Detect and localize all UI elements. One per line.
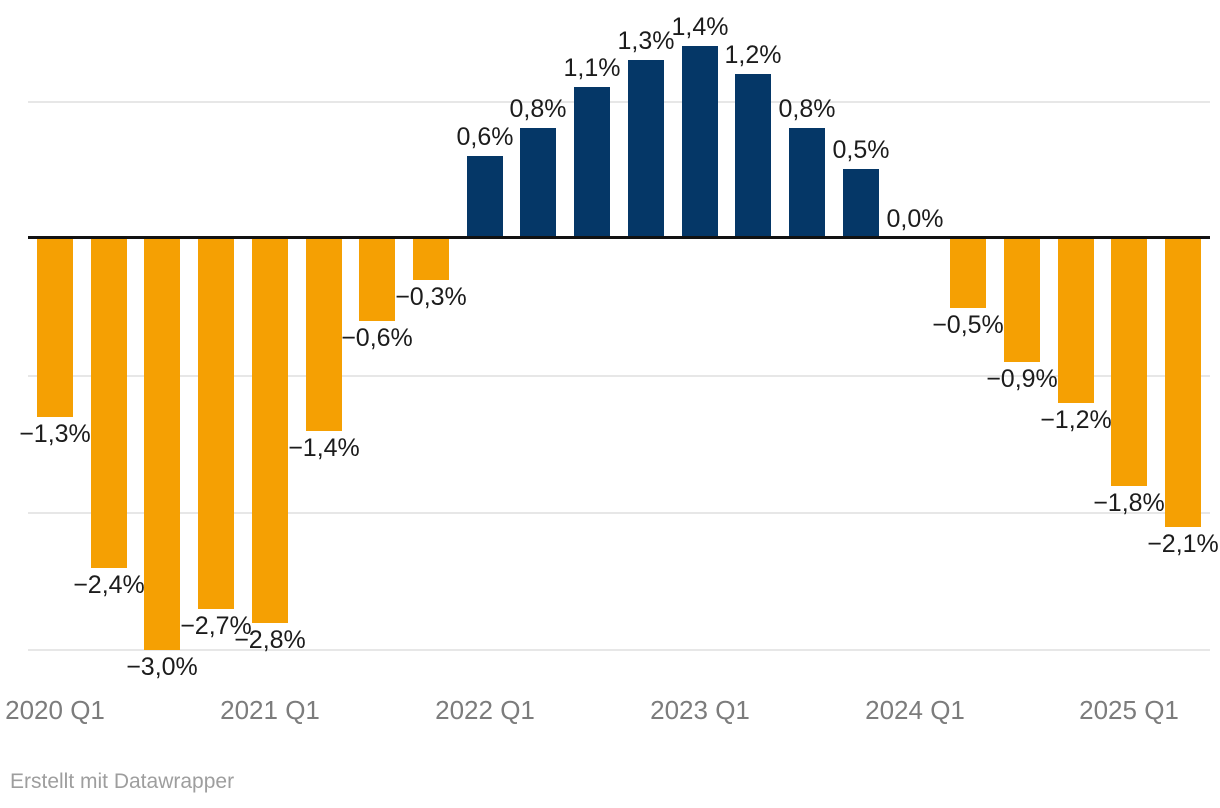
bar-2025-q1 <box>1111 239 1147 486</box>
bar-2020-q1 <box>37 239 73 417</box>
x-tick-2023-q1: 2023 Q1 <box>650 695 750 725</box>
value-label-2021-q1: −2,8% <box>234 626 306 654</box>
value-label-2023-q1: 1,4% <box>671 13 729 41</box>
bar-2022-q3 <box>574 87 610 238</box>
bar-2021-q1 <box>252 239 288 623</box>
x-tick-2022-q1: 2022 Q1 <box>435 695 535 725</box>
datawrapper-credit-link[interactable]: Erstellt mit Datawrapper <box>10 770 235 793</box>
gridline--2-percent <box>28 512 1210 514</box>
value-label-2022-q2: 0,8% <box>509 95 567 123</box>
value-label-2022-q1: 0,6% <box>456 123 514 151</box>
bar-2020-q4 <box>198 239 234 609</box>
value-label-2022-q4: 1,3% <box>617 27 675 55</box>
value-label-2021-q3: −0,6% <box>341 324 413 352</box>
bar-2022-q4 <box>628 60 664 238</box>
value-label-2024-q1: 0,0% <box>886 205 944 233</box>
bar-2020-q2 <box>91 239 127 568</box>
value-label-2021-q2: −1,4% <box>288 434 360 462</box>
x-tick-2020-q1: 2020 Q1 <box>5 695 105 725</box>
bar-2021-q3 <box>359 239 395 321</box>
value-label-2021-q4: −0,3% <box>395 283 467 311</box>
bar-2024-q3 <box>1004 239 1040 362</box>
bar-2024-q2 <box>950 239 986 308</box>
gridline--3-percent <box>28 649 1210 651</box>
bar-2022-q2 <box>520 128 556 238</box>
x-tick-2024-q1: 2024 Q1 <box>865 695 965 725</box>
value-label-2025-q1: −1,8% <box>1093 489 1165 517</box>
bar-2021-q4 <box>413 239 449 280</box>
value-label-2024-q2: −0,5% <box>932 311 1004 339</box>
value-label-2020-q2: −2,4% <box>73 571 145 599</box>
gridline-1-percent <box>28 101 1210 103</box>
value-label-2025-q2: −2,1% <box>1147 530 1219 558</box>
value-label-2020-q1: −1,3% <box>19 420 91 448</box>
bar-2025-q2 <box>1165 239 1201 527</box>
bar-2021-q2 <box>306 239 342 431</box>
x-tick-2021-q1: 2021 Q1 <box>220 695 320 725</box>
value-label-2020-q3: −3,0% <box>126 653 198 681</box>
value-label-2022-q3: 1,1% <box>563 54 621 82</box>
x-tick-2025-q1: 2025 Q1 <box>1079 695 1179 725</box>
bar-2023-q3 <box>789 128 825 238</box>
value-label-2024-q4: −1,2% <box>1040 406 1112 434</box>
value-label-2024-q3: −0,9% <box>986 365 1058 393</box>
bar-2024-q4 <box>1058 239 1094 403</box>
bar-2023-q2 <box>735 74 771 238</box>
bar-2023-q1 <box>682 46 718 238</box>
gridline--1-percent <box>28 375 1210 377</box>
value-label-2023-q4: 0,5% <box>832 136 890 164</box>
value-label-2023-q3: 0,8% <box>778 95 836 123</box>
bar-2020-q3 <box>144 239 180 650</box>
bar-2023-q4 <box>843 169 879 238</box>
plot-area: −1,3% −2,4% −3,0% −2,7% −2,8% −1,4% −0,6% −0,3%… <box>5 13 1219 725</box>
value-label-2020-q4: −2,7% <box>180 612 252 640</box>
value-label-2023-q2: 1,2% <box>724 41 782 69</box>
bar-2022-q1 <box>467 156 503 238</box>
zero-axis-line <box>28 236 1210 239</box>
